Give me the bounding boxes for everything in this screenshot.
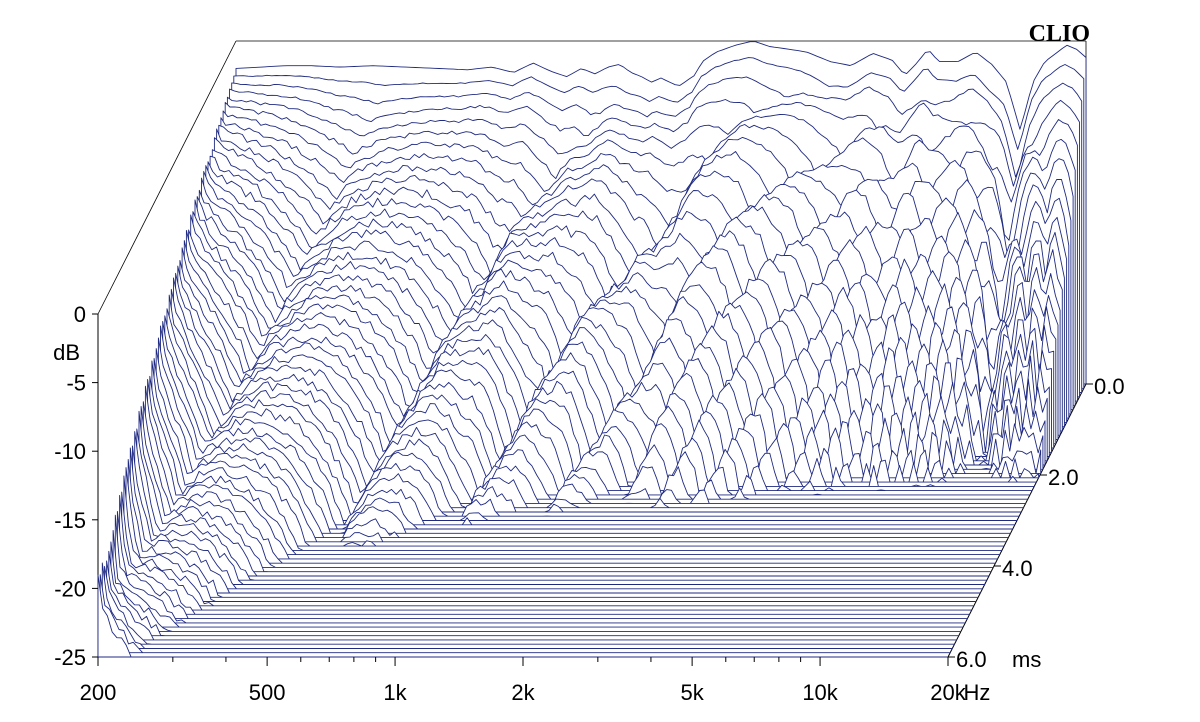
- waterfall-slice: [129, 447, 981, 594]
- waterfall-slice: [123, 475, 975, 607]
- waterfall-slice: [185, 229, 1037, 483]
- waterfall-slice: [125, 467, 977, 602]
- frequency-tick-label: 10k: [802, 680, 838, 705]
- waterfall-slice: [97, 574, 949, 658]
- frequency-tick-label: 2k: [511, 680, 535, 705]
- waterfall-slice: [101, 562, 953, 649]
- time-tick-label: 4.0: [1002, 556, 1033, 581]
- frequency-tick-label: 5k: [680, 680, 704, 705]
- waterfall-slice: [110, 541, 962, 632]
- waterfall-slice: [106, 560, 958, 641]
- waterfall-slice: [99, 574, 951, 654]
- time-unit-label: ms: [1012, 647, 1041, 672]
- waterfall-slice: [114, 514, 966, 624]
- waterfall-slice: [121, 491, 973, 611]
- frequency-tick-label: 200: [80, 680, 117, 705]
- waterfall-slice: [116, 510, 968, 620]
- waterfall-slice: [183, 240, 1035, 487]
- waterfall-slices: [97, 41, 1087, 658]
- frequency-tick-label: 20k: [930, 680, 966, 705]
- frequency-tick-label: 1k: [383, 680, 407, 705]
- clio-brand-label: CLIO: [1029, 21, 1090, 47]
- dB-tick-label: -20: [54, 576, 86, 601]
- dB-tick-label: -10: [54, 439, 86, 464]
- frequency-tick-label: 500: [249, 680, 286, 705]
- dB-tick-label: -5: [66, 371, 86, 396]
- frequency-unit-label: Hz: [964, 680, 991, 705]
- waterfall-slice: [119, 494, 971, 615]
- dB-tick-label: -25: [54, 645, 86, 670]
- waterfall-slice: [112, 529, 964, 628]
- time-tick-label: 2.0: [1048, 465, 1079, 490]
- waterfall-slice: [127, 459, 979, 598]
- time-tick-label: 0.0: [1094, 374, 1125, 399]
- dB-tick-label: 0: [74, 302, 86, 327]
- frame-left-top-edge: [97, 40, 237, 315]
- dB-tick-label: -15: [54, 508, 86, 533]
- waterfall-slice: [108, 550, 960, 637]
- time-tick-label: 6.0: [956, 647, 987, 672]
- waterfall-slice: [104, 565, 955, 645]
- dB-unit-label: dB: [53, 340, 80, 365]
